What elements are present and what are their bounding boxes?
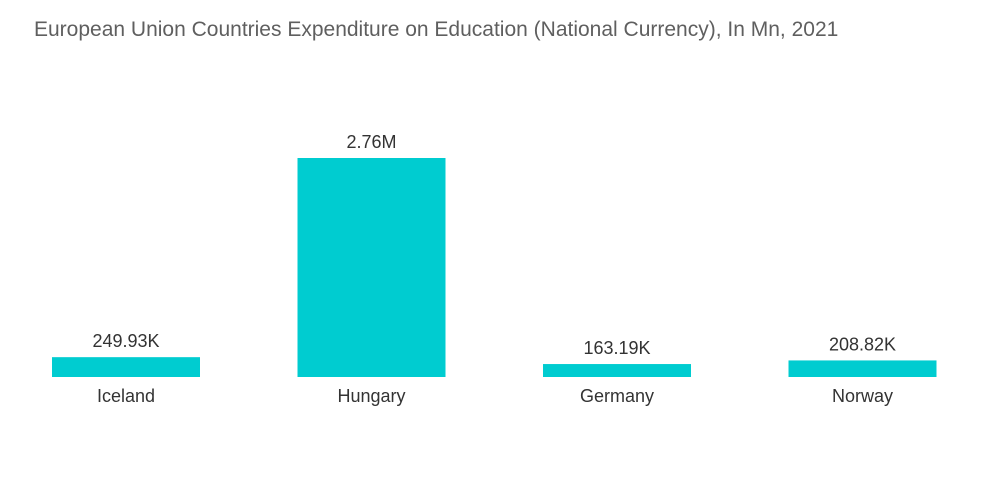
labels-group: 249.93K Iceland 2.76M Hungary 163.19K Germany… [92, 132, 896, 406]
bar-norway [788, 360, 937, 377]
data-label-germany: 163.19K [583, 338, 650, 358]
bar-iceland [52, 357, 200, 377]
bar-germany [543, 364, 691, 377]
category-label-germany: Germany [580, 386, 654, 406]
bars-group [52, 158, 937, 377]
data-label-hungary: 2.76M [346, 132, 396, 152]
data-label-iceland: 249.93K [92, 331, 159, 351]
data-label-norway: 208.82K [829, 334, 896, 354]
chart-title: European Union Countries Expenditure on … [34, 18, 839, 41]
category-label-hungary: Hungary [337, 386, 405, 406]
category-label-iceland: Iceland [97, 386, 155, 406]
category-label-norway: Norway [832, 386, 893, 406]
bar-hungary [297, 158, 446, 377]
